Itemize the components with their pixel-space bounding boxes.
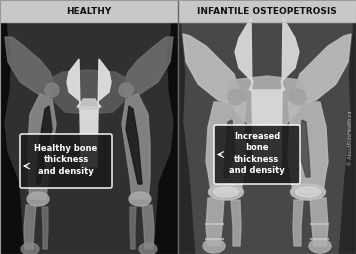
Polygon shape [299, 120, 310, 177]
Ellipse shape [295, 187, 320, 197]
Text: Healthy bone
thickness
and density: Healthy bone thickness and density [35, 145, 98, 176]
Ellipse shape [129, 192, 151, 206]
Text: © AboutKidsHealth.ca: © AboutKidsHealth.ca [348, 111, 353, 165]
Polygon shape [67, 59, 111, 167]
Polygon shape [206, 198, 224, 246]
Polygon shape [235, 18, 299, 170]
Polygon shape [288, 102, 328, 192]
Polygon shape [183, 34, 240, 104]
Text: Increased
bone
thickness
and density: Increased bone thickness and density [229, 132, 285, 175]
Polygon shape [228, 76, 306, 128]
Ellipse shape [309, 239, 331, 253]
Polygon shape [79, 99, 99, 109]
Polygon shape [122, 94, 150, 199]
Polygon shape [310, 198, 328, 246]
Text: INFANTILE OSTEOPETROSIS: INFANTILE OSTEOPETROSIS [197, 7, 337, 15]
Ellipse shape [27, 192, 49, 206]
Polygon shape [182, 22, 352, 254]
FancyBboxPatch shape [20, 134, 112, 188]
Polygon shape [123, 37, 173, 97]
Polygon shape [36, 106, 52, 184]
Polygon shape [231, 200, 241, 246]
Polygon shape [130, 207, 136, 249]
Bar [0, 0, 356, 22]
Text: HEALTHY: HEALTHY [66, 7, 112, 15]
Ellipse shape [228, 89, 244, 105]
Polygon shape [206, 102, 246, 192]
Polygon shape [294, 34, 351, 104]
Bar [0, 22, 178, 254]
Ellipse shape [139, 243, 157, 254]
Ellipse shape [45, 83, 59, 97]
Polygon shape [24, 205, 36, 249]
Polygon shape [48, 70, 130, 114]
Polygon shape [224, 120, 235, 177]
Polygon shape [5, 22, 173, 254]
Ellipse shape [21, 243, 39, 254]
Polygon shape [126, 106, 142, 184]
FancyBboxPatch shape [214, 125, 300, 184]
Polygon shape [28, 94, 56, 199]
Ellipse shape [290, 89, 306, 105]
Polygon shape [42, 207, 48, 249]
Ellipse shape [119, 83, 133, 97]
Ellipse shape [209, 184, 244, 200]
Ellipse shape [203, 239, 225, 253]
Bar [178, 22, 356, 254]
Polygon shape [293, 200, 303, 246]
Polygon shape [142, 205, 154, 249]
Ellipse shape [214, 187, 239, 197]
Ellipse shape [290, 184, 325, 200]
Polygon shape [5, 37, 55, 97]
